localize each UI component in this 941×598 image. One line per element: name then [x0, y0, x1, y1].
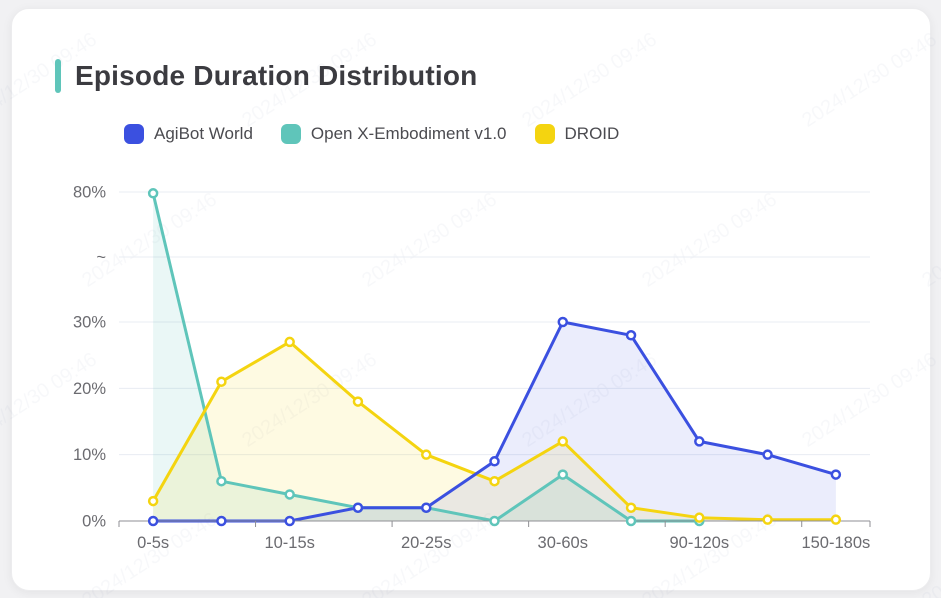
data-point-marker[interactable]: [625, 515, 637, 527]
data-point-marker[interactable]: [557, 469, 569, 480]
series-area-open-x-embodiment: [153, 193, 700, 522]
data-point-marker[interactable]: [694, 436, 705, 447]
legend-label: Open X-Embodiment v1.0: [310, 124, 507, 143]
chart-card: 2024/12/30 09:46 2024/12/30 09:46 2024/12/…: [0, 8, 941, 598]
data-point-marker[interactable]: [625, 330, 637, 341]
legend-item-open-x-embodiment[interactable]: Open X-Embodiment v1.0: [280, 124, 507, 144]
data-point-marker[interactable]: [284, 489, 295, 500]
data-point-marker[interactable]: [625, 502, 637, 513]
x-axis-label: 0-5s: [137, 534, 169, 552]
data-point-marker[interactable]: [284, 515, 295, 527]
data-point-marker[interactable]: [762, 514, 773, 525]
legend-label: DROID: [564, 124, 620, 143]
y-axis-label: ~: [96, 249, 106, 267]
x-axis-label: 20-25s: [401, 534, 451, 552]
y-axis-label: 20%: [73, 380, 106, 398]
legend-swatch-open-x-embodiment: [280, 124, 301, 144]
data-point-marker[interactable]: [830, 514, 842, 525]
data-point-marker[interactable]: [762, 449, 773, 460]
data-point-marker[interactable]: [147, 495, 159, 507]
page-title: Episode Duration Distribution: [75, 60, 478, 91]
data-point-marker[interactable]: [216, 475, 227, 487]
x-axis-label: 90-120s: [669, 534, 729, 552]
data-point-marker[interactable]: [420, 449, 432, 460]
data-point-marker[interactable]: [352, 396, 364, 407]
legend-label: AgiBot World: [154, 124, 253, 143]
data-point-marker[interactable]: [147, 515, 159, 527]
series-area-droid: [153, 341, 836, 521]
data-point-marker[interactable]: [489, 515, 500, 527]
data-point-marker[interactable]: [284, 336, 295, 348]
y-axis-label: 80%: [73, 184, 106, 202]
x-axis-label: 10-15s: [264, 534, 314, 552]
series-area-agibot-world: [153, 322, 836, 521]
x-axis-label: 30-60s: [538, 534, 588, 552]
legend-swatch-droid: [534, 124, 555, 144]
data-point-marker[interactable]: [216, 515, 227, 527]
data-point-marker[interactable]: [216, 376, 227, 387]
title-accent-bar: [55, 59, 61, 93]
y-axis-label: 0%: [82, 513, 106, 531]
legend-swatch-agibot-world: [124, 124, 144, 144]
title-row: Episode Duration Distribution: [55, 59, 477, 93]
x-axis-label: 150-180s: [801, 534, 870, 552]
data-point-marker[interactable]: [420, 502, 432, 513]
chart-legend: AgiBot World Open X-Embodiment v1.0 DROI…: [124, 124, 619, 144]
legend-item-droid[interactable]: DROID: [534, 124, 620, 144]
data-point-marker[interactable]: [694, 512, 705, 523]
data-point-marker[interactable]: [147, 188, 159, 199]
data-point-marker[interactable]: [557, 436, 569, 447]
data-point-marker[interactable]: [489, 475, 500, 487]
data-point-marker[interactable]: [557, 316, 569, 328]
data-point-marker[interactable]: [830, 469, 842, 480]
data-point-marker[interactable]: [352, 502, 364, 513]
data-point-marker[interactable]: [489, 456, 500, 467]
y-axis-label: 10%: [73, 446, 106, 464]
y-axis-label: 30%: [73, 314, 106, 332]
legend-item-agibot-world[interactable]: AgiBot World: [124, 124, 253, 144]
